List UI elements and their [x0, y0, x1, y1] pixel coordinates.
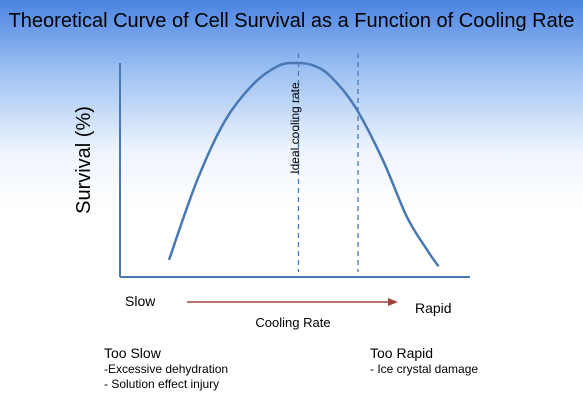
y-axis-label: Survival (%)	[73, 106, 95, 214]
too-rapid-item: - Ice crystal damage	[370, 362, 479, 376]
too-slow-heading: Too Slow	[104, 345, 161, 361]
arrow-head	[388, 298, 398, 306]
survival-curve	[167, 61, 440, 268]
too-slow-item: - Solution effect injury	[104, 377, 220, 391]
series-layer	[167, 61, 440, 268]
x-start-label: Slow	[125, 293, 156, 309]
axes	[119, 63, 470, 278]
x-end-label: Rapid	[415, 300, 452, 316]
too-rapid-notes: Too Rapid - Ice crystal damage	[370, 345, 478, 377]
too-rapid-heading: Too Rapid	[370, 345, 434, 361]
chart-title: Theoretical Curve of Cell Survival as a …	[9, 10, 575, 32]
too-slow-item: -Excessive dehydration	[104, 362, 229, 376]
x-axis-label: Cooling Rate	[255, 315, 330, 330]
ideal-band-layer	[297, 53, 359, 272]
ideal-band-label: Ideal cooling rate	[288, 82, 302, 174]
too-slow-notes: Too Slow -Excessive dehydration - Soluti…	[104, 345, 228, 392]
